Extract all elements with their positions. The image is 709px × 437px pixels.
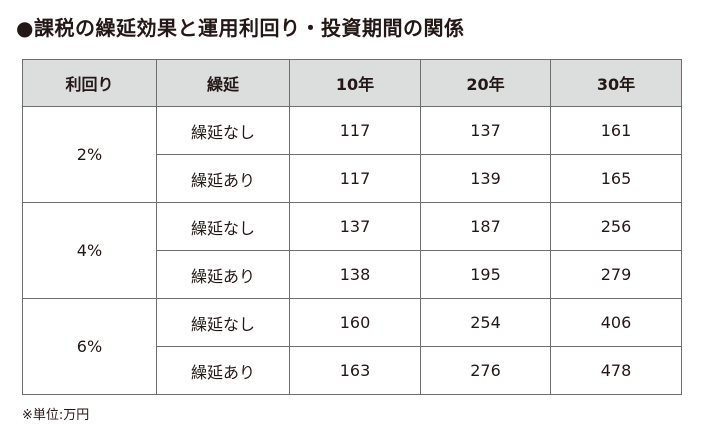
header-30-years: 30年 (550, 59, 682, 107)
table-row: 6% 繰延なし 160 254 406 (22, 298, 682, 395)
deferral-label: 繰延なし (156, 298, 290, 347)
value-cell: 165 (550, 154, 682, 203)
value-cell: 279 (550, 250, 682, 299)
deferral-label: 繰延あり (156, 154, 290, 203)
table-row: 2% 繰延なし 117 137 161 (22, 106, 682, 203)
table-row: 繰延あり 163 276 478 (23, 346, 682, 395)
table-row: 繰延あり 138 195 279 (23, 250, 682, 299)
value-cell: 163 (289, 346, 421, 395)
value-cell: 139 (420, 154, 551, 203)
value-cell: 160 (289, 298, 421, 347)
table-row: 繰延あり 117 139 165 (23, 154, 682, 203)
value-cell: 138 (289, 250, 421, 299)
page-title: ●課税の繰延効果と運用利回り・投資期間の関係 (16, 16, 465, 40)
comparison-table: 利回り 繰延 10年 20年 30年 2% 繰延なし 117 137 161 繰… (22, 59, 682, 395)
value-cell: 478 (550, 346, 682, 395)
value-cell: 254 (420, 298, 551, 347)
rate-cell: 6% (22, 298, 157, 395)
deferral-label: 繰延なし (156, 106, 290, 155)
value-cell: 137 (289, 202, 421, 251)
header-20-years: 20年 (420, 59, 551, 107)
value-cell: 161 (550, 106, 682, 155)
unit-footnote: ※単位:万円 (22, 408, 90, 423)
header-10-years: 10年 (289, 59, 421, 107)
value-cell: 117 (289, 106, 421, 155)
deferral-label: 繰延あり (156, 250, 290, 299)
value-cell: 137 (420, 106, 551, 155)
value-cell: 406 (550, 298, 682, 347)
value-cell: 256 (550, 202, 682, 251)
rate-cell: 2% (22, 106, 157, 203)
value-cell: 276 (420, 346, 551, 395)
header-rate: 利回り (22, 59, 157, 107)
deferral-label: 繰延あり (156, 346, 290, 395)
value-cell: 187 (420, 202, 551, 251)
header-row: 利回り 繰延 10年 20年 30年 (22, 59, 682, 107)
value-cell: 195 (420, 250, 551, 299)
table-row: 4% 繰延なし 137 187 256 (22, 202, 682, 299)
deferral-label: 繰延なし (156, 202, 290, 251)
header-deferral: 繰延 (156, 59, 290, 107)
value-cell: 117 (289, 154, 421, 203)
rate-cell: 4% (22, 202, 157, 299)
